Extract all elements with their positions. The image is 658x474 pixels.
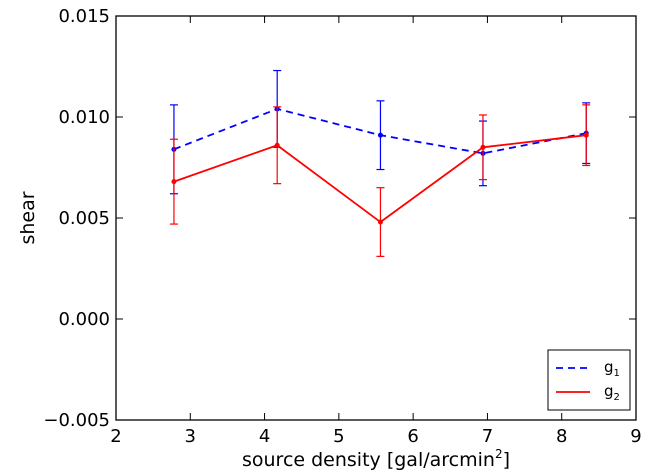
- legend-box: [547, 349, 631, 411]
- legend-label-g1-subscript: 1: [614, 368, 620, 379]
- legend-label-g1-name: g: [604, 358, 614, 376]
- x-tick-label: 4: [259, 426, 270, 447]
- legend-label-g2-subscript: 2: [614, 392, 620, 403]
- data-point: [171, 179, 177, 185]
- y-tick-label: 0.000: [58, 309, 110, 330]
- x-tick-label: 9: [630, 426, 641, 447]
- data-point: [274, 142, 280, 148]
- x-tick-label: 7: [482, 426, 493, 447]
- x-axis-title-main: source density [gal/arcmin: [242, 449, 495, 471]
- data-point: [377, 219, 383, 225]
- y-tick-label: 0.015: [58, 6, 110, 27]
- x-axis-title: source density [gal/arcmin2]: [242, 447, 510, 471]
- x-tick-label: 8: [556, 426, 567, 447]
- x-axis-title-suffix: ]: [503, 449, 510, 471]
- y-tick-label: 0.005: [58, 208, 110, 229]
- data-point: [583, 132, 589, 138]
- y-tick-label: −0.005: [43, 410, 110, 431]
- y-axis-title: shear: [17, 191, 39, 244]
- y-tick-label: 0.010: [58, 107, 110, 128]
- series-g1: [169, 69, 591, 195]
- legend-label-g2: g2: [604, 382, 620, 403]
- data-point: [480, 144, 486, 150]
- legend-label-g1: g1: [604, 358, 620, 379]
- data-point: [377, 132, 383, 138]
- series-g2: [169, 104, 591, 257]
- x-tick-label: 3: [185, 426, 196, 447]
- legend: g1 g2: [547, 349, 631, 411]
- x-tick-label: 2: [110, 426, 121, 447]
- x-axis-title-superscript: 2: [495, 447, 503, 461]
- x-tick-label: 6: [407, 426, 418, 447]
- legend-label-g2-name: g: [604, 382, 614, 400]
- x-tick-label: 5: [333, 426, 344, 447]
